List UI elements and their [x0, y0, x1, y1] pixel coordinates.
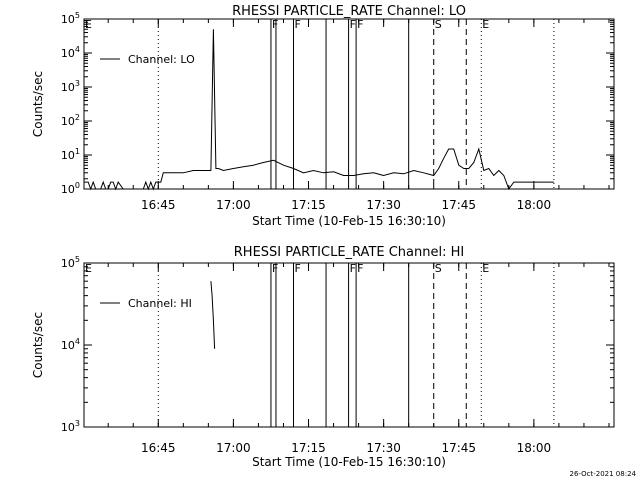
y-tick-label: 103: [61, 419, 80, 434]
footer-date: 26-Oct-2021 08:24: [569, 470, 636, 478]
x-tick-label: 16:45: [141, 441, 176, 455]
panel-lo: RHESSI PARTICLE_RATE Channel: LO 100 101 10…: [31, 4, 615, 228]
y-tick-label: 105: [61, 11, 80, 26]
event-marker-line-label: F: [357, 18, 363, 31]
edge-marker-label: E: [85, 18, 92, 31]
x-tick-label: 17:00: [216, 198, 251, 212]
x-tick-label: 17:45: [441, 441, 476, 455]
edge-marker-label: E: [85, 262, 92, 275]
chart-title: RHESSI PARTICLE_RATE Channel: LO: [232, 4, 466, 19]
y-tick-label: 105: [61, 255, 80, 270]
y-axis-label: Counts/sec: [31, 71, 45, 137]
event-marker-line-label: F: [294, 262, 300, 275]
eclipse-marker-line-label: E: [482, 18, 489, 31]
y-axis-label: Counts/sec: [31, 312, 45, 378]
legend-label: Channel: HI: [128, 297, 192, 310]
y-tick-label: 100: [61, 181, 80, 196]
y-tick-label: 101: [61, 147, 80, 162]
x-tick-label: 17:30: [366, 198, 401, 212]
x-tick-label: 17:30: [366, 441, 401, 455]
saa-marker-line-label: S: [435, 262, 442, 275]
y-tick-label: 103: [61, 79, 80, 94]
event-marker-line-label: F: [350, 262, 356, 275]
chart-title: RHESSI PARTICLE_RATE Channel: HI: [234, 245, 464, 260]
x-axis-label: Start Time (10-Feb-15 16:30:10): [252, 214, 446, 228]
x-tick-label: 17:15: [291, 441, 326, 455]
x-tick-label: 18:00: [517, 198, 552, 212]
eclipse-marker-line-label: E: [482, 262, 489, 275]
x-tick-label: 16:45: [141, 198, 176, 212]
event-marker-line-label: F: [294, 18, 300, 31]
event-marker-line-label: F: [272, 18, 278, 31]
saa-marker-line-label: S: [435, 18, 442, 31]
x-tick-label: 17:45: [441, 198, 476, 212]
y-tick-label: 104: [61, 45, 80, 60]
x-tick-label: 17:00: [216, 441, 251, 455]
event-marker-line-label: F: [350, 18, 356, 31]
x-tick-label: 17:15: [291, 198, 326, 212]
x-axis-label: Start Time (10-Feb-15 16:30:10): [252, 455, 446, 469]
event-marker-line-label: F: [272, 262, 278, 275]
event-marker-line-label: F: [357, 262, 363, 275]
y-tick-label: 104: [61, 337, 80, 352]
series-line: [210, 281, 216, 349]
y-tick-label: 102: [61, 113, 80, 128]
series-line: [84, 29, 554, 191]
x-tick-label: 18:00: [517, 441, 552, 455]
legend-label: Channel: LO: [128, 53, 195, 66]
panel-hi: RHESSI PARTICLE_RATE Channel: HI 103 104 10…: [31, 245, 615, 469]
